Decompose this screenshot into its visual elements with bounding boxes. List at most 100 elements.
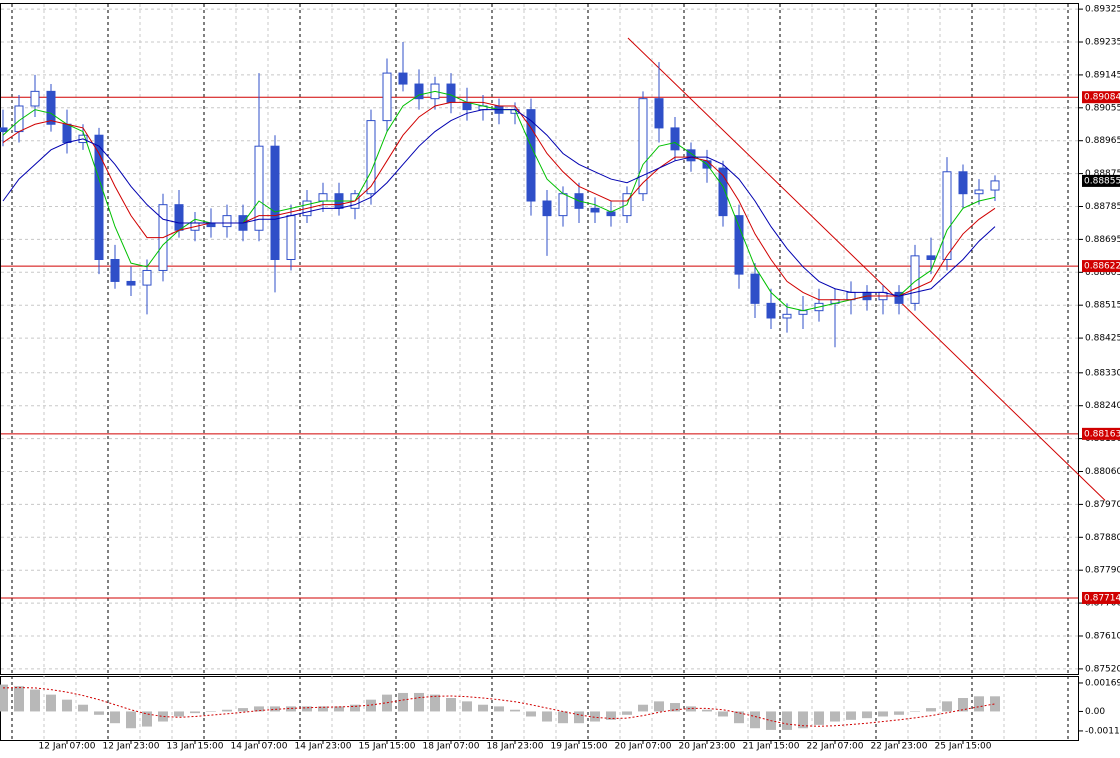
macd-bar — [462, 701, 472, 712]
y-tick-label: 0.87880 — [1085, 533, 1120, 543]
macd-bar — [846, 711, 856, 720]
trendline — [627, 37, 1106, 501]
y-tick-label: 0.89325 — [1085, 5, 1120, 15]
y-tick-label: 0.88785 — [1085, 202, 1120, 212]
macd-bar — [302, 706, 312, 712]
candle-body — [30, 90, 40, 107]
x-tick-label: 20 Jan 07:00 — [615, 742, 672, 752]
macd-bar — [606, 711, 616, 720]
x-tick-label: 12 Jan 07:00 — [39, 742, 96, 752]
candle-body — [894, 291, 904, 304]
y-tick-label: 0.89235 — [1085, 38, 1120, 48]
x-tick-label: 19 Jan 15:00 — [551, 742, 608, 752]
macd-bar — [430, 694, 440, 712]
macd-bar — [798, 711, 808, 729]
candle-body — [974, 189, 984, 195]
macd-bar — [94, 711, 104, 715]
macd-bar — [974, 696, 984, 712]
candle-body — [750, 273, 760, 304]
candle-body — [126, 280, 136, 286]
macd-bar — [494, 706, 504, 712]
y-tick-label: 0.88060 — [1085, 467, 1120, 477]
candle-body — [990, 180, 1000, 191]
macd-bar — [622, 711, 632, 715]
macd-bar — [638, 704, 648, 712]
macd-bar — [526, 711, 536, 717]
macd-bar — [702, 709, 712, 712]
candle-body — [222, 215, 232, 228]
macd-bar — [510, 709, 520, 712]
macd-bar — [894, 711, 904, 715]
macd-bar — [222, 709, 232, 712]
macd-bar — [942, 701, 952, 712]
y-tick-label: 0.88425 — [1085, 334, 1120, 344]
level-label: 0.88163 — [1084, 429, 1120, 439]
level-label-box — [1082, 260, 1120, 273]
macd-bar — [174, 711, 184, 717]
macd-bar — [542, 711, 552, 722]
candle-body — [110, 258, 120, 282]
y2-tick-label: -0.00116 — [1085, 726, 1120, 736]
current-price-box — [1082, 174, 1120, 187]
candle-body — [366, 120, 376, 195]
y-tick-label: 0.88330 — [1085, 368, 1120, 378]
macd-bar — [830, 711, 840, 722]
macd-bar — [254, 706, 264, 712]
candle-body — [766, 302, 776, 319]
x-tick-label: 25 Jan 15:00 — [935, 742, 992, 752]
x-tick-label: 22 Jan 23:00 — [871, 742, 928, 752]
y-tick-label: 0.88695 — [1085, 235, 1120, 245]
candle-body — [654, 98, 664, 129]
macd-bar — [734, 711, 744, 724]
macd-bar — [686, 706, 696, 712]
macd-bar — [670, 703, 680, 712]
macd-bar — [78, 704, 88, 712]
macd-bar — [30, 689, 40, 712]
macd-bar — [190, 711, 200, 714]
x-tick-label: 13 Jan 15:00 — [167, 742, 224, 752]
current-price-label: 0.88855 — [1084, 176, 1120, 186]
y-tick-label: 0.87970 — [1085, 500, 1120, 510]
moving-average — [2, 101, 996, 301]
macd-bar — [478, 704, 488, 712]
x-tick-label: 18 Jan 07:00 — [423, 742, 480, 752]
macd-bar — [318, 706, 328, 712]
macd-bar — [398, 692, 408, 712]
candle-body — [94, 134, 104, 260]
macd-bar — [926, 708, 936, 712]
x-tick-label: 22 Jan 07:00 — [807, 742, 864, 752]
macd-bar — [286, 706, 296, 712]
y-tick-label: 0.87610 — [1085, 631, 1120, 641]
level-label: 0.87714 — [1084, 593, 1120, 603]
macd-signal — [2, 687, 996, 727]
candle-body — [670, 127, 680, 151]
x-tick-label: 21 Jan 15:00 — [743, 742, 800, 752]
macd-bar — [782, 711, 792, 730]
y-tick-label: 0.87790 — [1085, 566, 1120, 576]
macd-bar — [654, 701, 664, 712]
x-tick-label: 18 Jan 23:00 — [487, 742, 544, 752]
candle-body — [558, 193, 568, 217]
candle-body — [398, 72, 408, 85]
macd-bar — [814, 711, 824, 725]
candle-body — [590, 207, 600, 213]
macd-bar — [62, 699, 72, 712]
y2-tick-label: 0.00 — [1085, 707, 1105, 717]
macd-bar — [110, 711, 120, 724]
candle-body — [926, 255, 936, 260]
candle-body — [142, 269, 152, 286]
y2-tick-label: 0.001695 — [1085, 678, 1120, 688]
y-tick-label: 0.88515 — [1085, 301, 1120, 311]
candle-body — [958, 171, 968, 195]
macd-bar — [142, 711, 152, 727]
level-label: 0.89084 — [1084, 93, 1120, 103]
macd-bar — [238, 708, 248, 712]
x-tick-label: 14 Jan 23:00 — [295, 742, 352, 752]
macd-bar — [14, 686, 24, 712]
candle-body — [798, 310, 808, 315]
candle-body — [686, 149, 696, 162]
candle-body — [0, 127, 8, 133]
